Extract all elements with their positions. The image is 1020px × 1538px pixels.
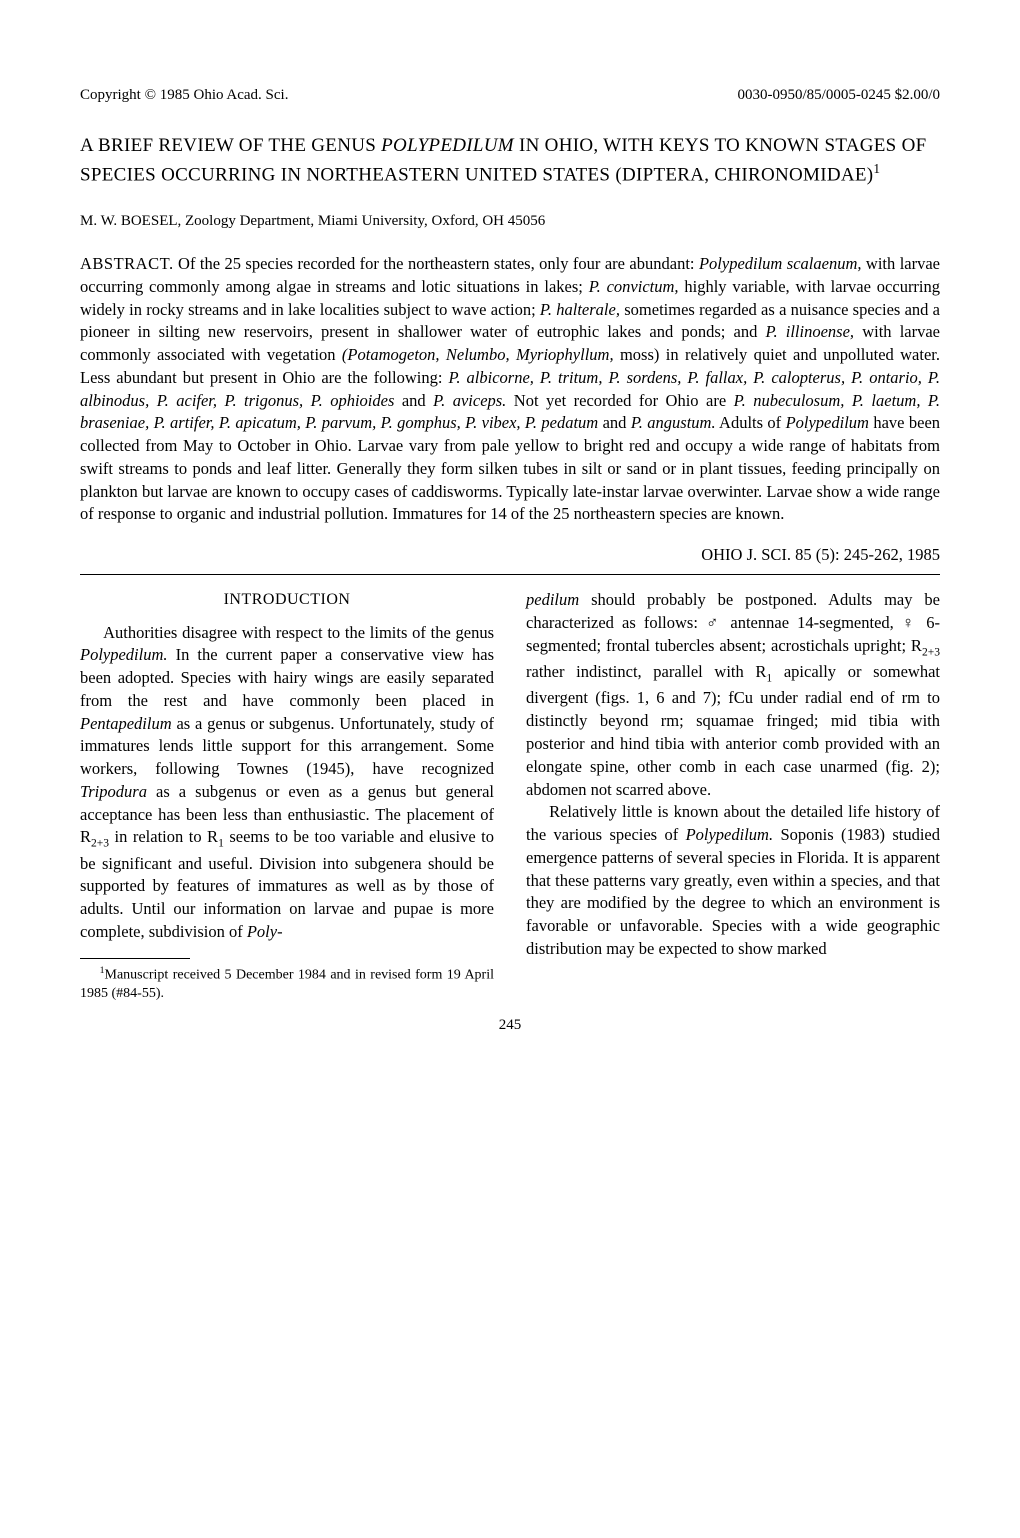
two-column-body: INTRODUCTION Authorities disagree with r… [80,589,940,1002]
title-part1: A BRIEF REVIEW OF THE GENUS [80,135,381,156]
issn-text: 0030-0950/85/0005-0245 $2.00/0 [738,85,941,105]
abstract-text: Of the 25 species recorded for the north… [80,254,940,523]
page-number: 245 [80,1015,940,1035]
copyright-text: Copyright © 1985 Ohio Acad. Sci. [80,85,288,105]
author-line: M. W. BOESEL, Zoology Department, Miami … [80,211,940,231]
footnote: 1Manuscript received 5 December 1984 and… [80,965,494,1003]
abstract-label: ABSTRACT. [80,254,174,273]
article-title: A BRIEF REVIEW OF THE GENUS POLYPEDILUM … [80,133,940,189]
section-divider [80,574,940,575]
journal-citation: OHIO J. SCI. 85 (5): 245-262, 1985 [80,544,940,566]
right-column-content: pedilum should probably be postponed. Ad… [526,589,940,960]
left-column: INTRODUCTION Authorities disagree with r… [80,589,494,1002]
footnote-divider [80,958,190,959]
introduction-heading: INTRODUCTION [80,589,494,611]
abstract-block: ABSTRACT. Of the 25 species recorded for… [80,253,940,526]
right-column: pedilum should probably be postponed. Ad… [526,589,940,1002]
footnote-text: Manuscript received 5 December 1984 and … [80,967,494,1000]
left-column-content: Authorities disagree with respect to the… [80,622,494,944]
title-genus: POLYPEDILUM [381,135,514,156]
header-line: Copyright © 1985 Ohio Acad. Sci. 0030-09… [80,85,940,105]
title-footnote-ref: 1 [873,161,880,176]
